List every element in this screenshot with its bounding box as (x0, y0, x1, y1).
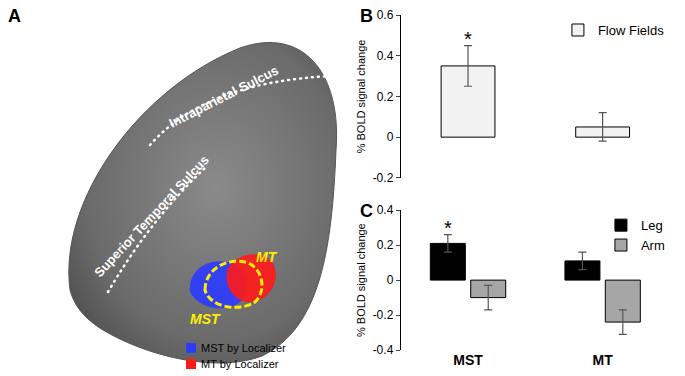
svg-text:MT: MT (593, 352, 614, 368)
svg-text:*: * (444, 217, 452, 239)
svg-text:-0.2: -0.2 (373, 308, 394, 322)
svg-text:Superior Temporal Sulcus: Superior Temporal Sulcus (91, 152, 212, 280)
svg-text:% BOLD signal change: % BOLD signal change (355, 223, 367, 337)
svg-text:MST: MST (190, 311, 221, 327)
svg-text:MT by Localizer: MT by Localizer (201, 358, 279, 370)
svg-text:*: * (464, 28, 472, 50)
svg-text:0: 0 (387, 130, 394, 144)
svg-text:0.4: 0.4 (377, 203, 394, 217)
svg-text:0.2: 0.2 (377, 90, 394, 104)
svg-text:0.6: 0.6 (377, 8, 394, 22)
svg-text:-0.4: -0.4 (373, 343, 394, 357)
svg-text:MT: MT (256, 249, 278, 265)
svg-text:Flow Fields: Flow Fields (598, 23, 664, 38)
svg-text:0.2: 0.2 (377, 238, 394, 252)
svg-text:Leg: Leg (641, 218, 663, 233)
svg-text:A: A (8, 6, 21, 26)
svg-text:Intraparietal Sulcus: Intraparietal Sulcus (167, 63, 281, 131)
svg-text:0.4: 0.4 (377, 49, 394, 63)
svg-text:MST: MST (453, 352, 483, 368)
svg-text:0: 0 (387, 273, 394, 287)
svg-text:% BOLD signal change: % BOLD signal change (355, 40, 367, 154)
svg-text:Arm: Arm (641, 238, 665, 253)
svg-text:MST by Localizer: MST by Localizer (201, 342, 286, 354)
svg-text:B: B (360, 6, 373, 26)
svg-text:C: C (360, 201, 373, 221)
svg-text:-0.2: -0.2 (373, 171, 394, 185)
